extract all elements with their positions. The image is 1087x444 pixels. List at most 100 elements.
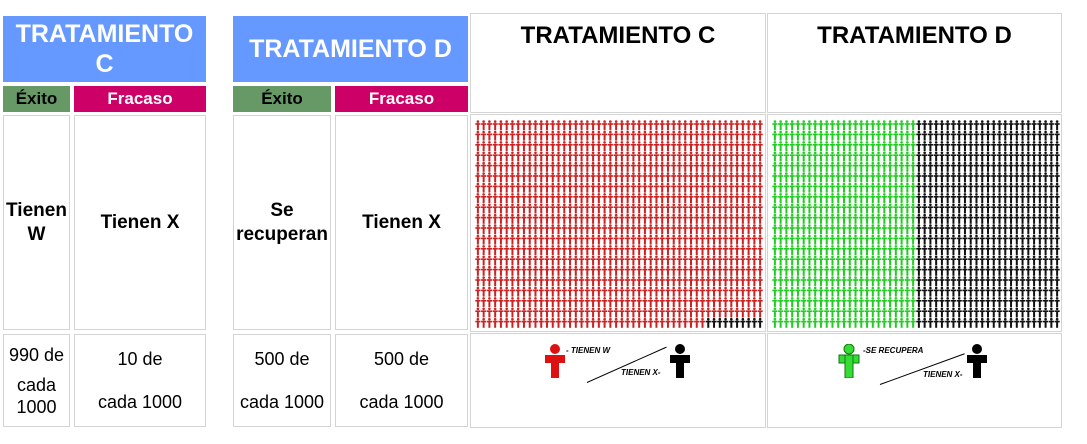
success-figure bbox=[682, 224, 688, 235]
success-figure bbox=[492, 141, 498, 151]
success-figure bbox=[806, 297, 813, 307]
success-figure bbox=[596, 307, 602, 318]
success-figure bbox=[578, 297, 585, 307]
success-figure bbox=[538, 276, 544, 287]
success-figure bbox=[584, 255, 590, 266]
failure-figure bbox=[996, 213, 1003, 224]
success-figure bbox=[841, 151, 847, 162]
failure-figure bbox=[962, 141, 968, 151]
failure-figure bbox=[950, 317, 957, 328]
failure-figure bbox=[1037, 213, 1043, 224]
person-icon bbox=[670, 344, 690, 378]
success-figure bbox=[532, 245, 539, 255]
success-figure bbox=[734, 182, 740, 193]
success-figure bbox=[728, 120, 734, 131]
success-figure bbox=[527, 255, 533, 266]
failure-figure bbox=[1043, 245, 1049, 255]
success-figure bbox=[555, 317, 562, 328]
success-figure bbox=[864, 161, 870, 172]
success-figure bbox=[717, 276, 723, 287]
success-figure bbox=[858, 161, 864, 172]
success-figure bbox=[607, 141, 613, 151]
success-figure bbox=[870, 141, 876, 151]
success-figure bbox=[795, 141, 801, 151]
success-figure bbox=[486, 307, 492, 318]
success-figure bbox=[648, 317, 654, 328]
success-figure bbox=[630, 120, 636, 131]
success-figure bbox=[705, 297, 711, 307]
success-figure bbox=[590, 141, 596, 151]
failure-figure bbox=[1025, 182, 1031, 193]
success-figure bbox=[648, 172, 654, 183]
success-figure bbox=[625, 297, 631, 307]
failure-figure bbox=[1043, 286, 1049, 297]
success-figure bbox=[711, 130, 717, 141]
success-figure bbox=[573, 120, 579, 131]
failure-figure bbox=[1014, 286, 1020, 297]
success-figure bbox=[642, 203, 648, 214]
success-figure bbox=[751, 255, 757, 266]
success-figure bbox=[870, 213, 876, 224]
success-figure bbox=[910, 141, 916, 151]
success-figure bbox=[887, 172, 893, 183]
success-figure bbox=[555, 213, 562, 224]
success-figure bbox=[619, 161, 625, 172]
success-figure bbox=[607, 286, 613, 297]
success-figure bbox=[682, 255, 688, 266]
trat-d-failure-header: Fracaso bbox=[335, 86, 468, 112]
failure-figure bbox=[1025, 130, 1031, 141]
success-figure bbox=[893, 193, 899, 203]
success-figure bbox=[893, 297, 899, 307]
success-figure bbox=[544, 234, 550, 245]
success-figure bbox=[521, 130, 527, 141]
success-figure bbox=[578, 193, 585, 203]
success-figure bbox=[734, 193, 740, 203]
success-figure bbox=[812, 151, 818, 162]
success-figure bbox=[607, 120, 613, 131]
trat-c-failure-num: 10 de cada 1000 bbox=[74, 334, 206, 427]
success-figure bbox=[619, 172, 625, 183]
success-figure bbox=[538, 255, 544, 266]
success-figure bbox=[550, 130, 556, 141]
success-figure bbox=[841, 286, 847, 297]
success-figure bbox=[619, 141, 625, 151]
success-figure bbox=[699, 213, 706, 224]
failure-figure bbox=[1048, 161, 1054, 172]
success-figure bbox=[899, 213, 905, 224]
failure-figure bbox=[962, 307, 968, 318]
success-figure bbox=[757, 182, 763, 193]
failure-figure bbox=[962, 172, 968, 183]
success-figure bbox=[550, 161, 556, 172]
success-figure bbox=[498, 234, 504, 245]
failure-figure bbox=[1019, 317, 1026, 328]
success-figure bbox=[555, 224, 562, 235]
success-figure bbox=[864, 265, 870, 276]
success-figure bbox=[795, 213, 801, 224]
success-figure bbox=[841, 120, 847, 131]
failure-figure bbox=[1025, 286, 1031, 297]
failure-figure bbox=[973, 276, 980, 287]
success-figure bbox=[613, 141, 619, 151]
success-figure bbox=[498, 151, 504, 162]
success-figure bbox=[555, 182, 562, 193]
success-figure bbox=[486, 120, 492, 131]
success-figure bbox=[778, 161, 784, 172]
success-figure bbox=[795, 265, 801, 276]
failure-figure bbox=[950, 213, 957, 224]
failure-figure bbox=[1008, 161, 1014, 172]
success-figure bbox=[515, 265, 521, 276]
success-figure bbox=[694, 297, 700, 307]
failure-figure bbox=[1008, 193, 1014, 203]
success-figure bbox=[613, 213, 619, 224]
success-figure bbox=[812, 141, 818, 151]
success-figure bbox=[789, 161, 795, 172]
success-figure bbox=[910, 130, 916, 141]
success-figure bbox=[515, 141, 521, 151]
success-figure bbox=[584, 307, 590, 318]
success-figure bbox=[567, 161, 573, 172]
success-figure bbox=[899, 141, 905, 151]
success-figure bbox=[544, 276, 550, 287]
success-figure bbox=[835, 161, 841, 172]
success-figure bbox=[682, 172, 688, 183]
failure-figure bbox=[728, 317, 734, 328]
